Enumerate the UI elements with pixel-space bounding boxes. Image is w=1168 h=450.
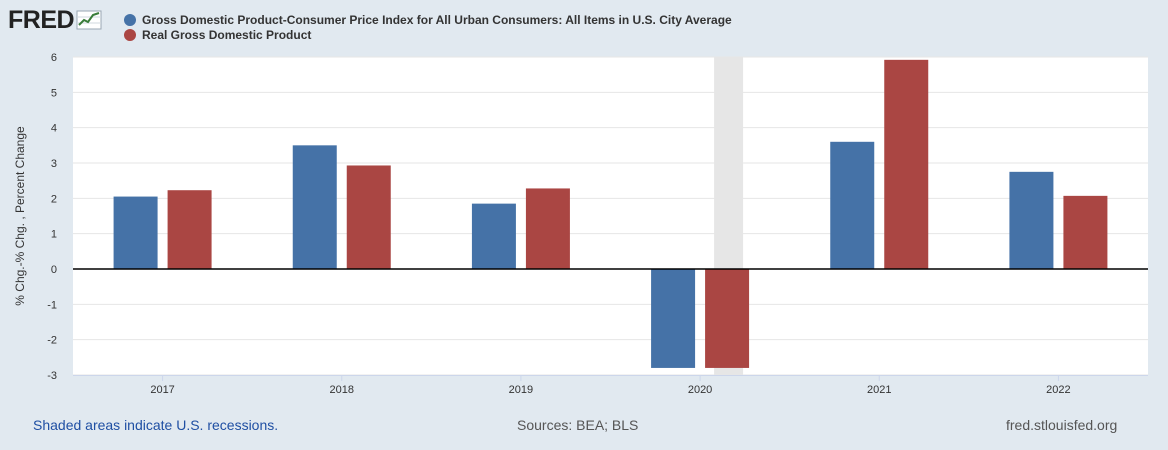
y-tick-label: 2 [51, 193, 57, 205]
legend-swatch-series-2 [124, 28, 136, 41]
recession-note-link[interactable]: Shaded areas indicate U.S. recessions. [33, 417, 279, 433]
legend-swatch-series-1 [124, 13, 136, 26]
bar-2022-series-1[interactable] [1009, 171, 1054, 269]
fred-logo-text: FRED [8, 6, 75, 34]
bar-2020-series-1[interactable] [651, 269, 696, 368]
site-link[interactable]: fred.stlouisfed.org [1006, 417, 1118, 433]
x-tick-label: 2018 [330, 384, 354, 396]
trend-line-icon [76, 10, 102, 30]
fred-logo[interactable]: FRED [8, 6, 102, 34]
y-tick-label: -3 [47, 370, 57, 382]
bar-2018-series-1[interactable] [292, 145, 337, 269]
plot-area [73, 57, 1148, 375]
y-tick-label: 6 [51, 52, 57, 64]
bar-2019-series-1[interactable] [471, 203, 516, 269]
sources-text: Sources: BEA; BLS [517, 417, 639, 433]
x-tick-label: 2017 [150, 384, 174, 396]
bar-2017-series-2[interactable] [167, 190, 212, 269]
bar-2021-series-2[interactable] [884, 59, 929, 270]
y-axis-title: % Chg.-% Chg. , Percent Change [13, 126, 27, 306]
bar-2018-series-2[interactable] [346, 165, 391, 269]
bar-2020-series-2[interactable] [705, 269, 750, 368]
bar-2019-series-2[interactable] [525, 188, 570, 269]
legend-item-series-2[interactable]: Real Gross Domestic Product [124, 27, 732, 42]
x-tick-label: 2020 [688, 384, 712, 396]
y-tick-label: 1 [51, 229, 57, 241]
x-tick-label: 2021 [867, 384, 891, 396]
legend-label-series-2: Real Gross Domestic Product [142, 27, 312, 42]
bar-2021-series-1[interactable] [830, 141, 875, 269]
x-tick-label: 2022 [1046, 384, 1070, 396]
y-tick-label: -2 [47, 335, 57, 347]
y-tick-label: 5 [51, 87, 57, 99]
y-tick-label: -1 [47, 299, 57, 311]
y-tick-label: 0 [51, 264, 57, 276]
chart-legend: Gross Domestic Product-Consumer Price In… [124, 12, 732, 42]
bar-2022-series-2[interactable] [1063, 195, 1108, 269]
legend-item-series-1[interactable]: Gross Domestic Product-Consumer Price In… [124, 12, 732, 27]
x-tick-label: 2019 [509, 384, 533, 396]
bar-2017-series-1[interactable] [113, 196, 158, 269]
legend-label-series-1: Gross Domestic Product-Consumer Price In… [142, 12, 732, 27]
y-tick-label: 4 [51, 123, 57, 135]
y-tick-label: 3 [51, 158, 57, 170]
